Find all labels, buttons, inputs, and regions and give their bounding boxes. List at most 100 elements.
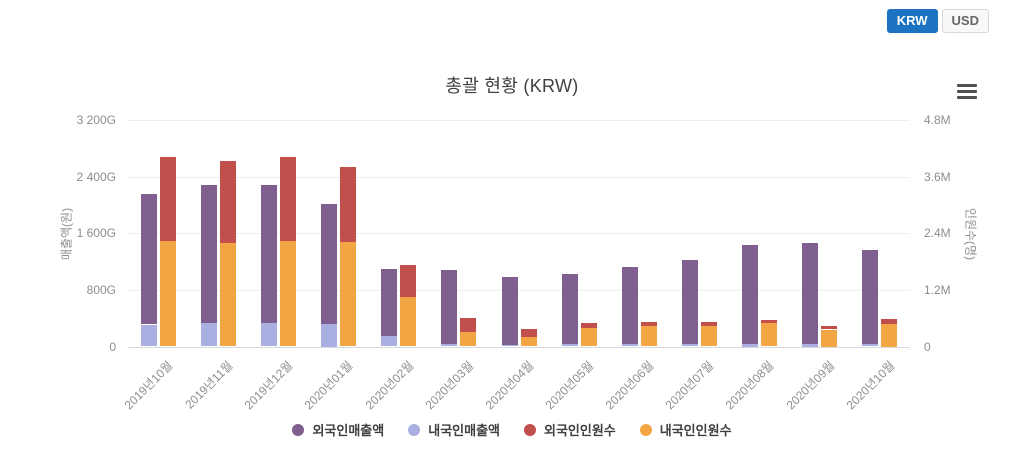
- x-axis-tick-label: 2020년07월: [662, 357, 717, 412]
- left-axis-tick-label: 1 600G: [76, 226, 116, 241]
- hamburger-menu-icon[interactable]: [957, 84, 977, 102]
- bar-domestic-sales[interactable]: [862, 343, 879, 347]
- bar-domestic-sales[interactable]: [742, 344, 759, 347]
- left-axis-tick-label: 800G: [86, 282, 116, 297]
- legend-item-foreign-count[interactable]: 외국인인원수: [524, 420, 616, 439]
- bar-foreign-count[interactable]: [340, 166, 356, 243]
- bar-domestic-count[interactable]: [400, 297, 417, 347]
- bar-domestic-count[interactable]: [520, 336, 537, 347]
- bar-foreign-sales[interactable]: [561, 273, 578, 345]
- hamburger-line: [957, 84, 977, 87]
- x-axis-tick-label: 2020년02월: [362, 357, 417, 412]
- legend-marker-circle-icon: [292, 423, 305, 436]
- legend-item-foreign-sales[interactable]: 외국인매출액: [292, 420, 384, 439]
- right-axis-tick-label: 1.2M: [924, 282, 951, 297]
- bar-domestic-sales[interactable]: [200, 323, 217, 347]
- legend-marker-circle-icon: [408, 423, 421, 436]
- currency-krw-button[interactable]: KRW: [886, 9, 938, 33]
- bar-foreign-sales[interactable]: [802, 243, 819, 345]
- bar-foreign-count[interactable]: [460, 318, 477, 332]
- bar-foreign-sales[interactable]: [682, 260, 698, 344]
- legend-label: 내국인매출액: [428, 423, 500, 438]
- bar-domestic-count[interactable]: [279, 240, 296, 347]
- gridline: [128, 289, 910, 291]
- legend-marker-circle-icon: [524, 423, 536, 436]
- legend-marker-circle-icon: [639, 423, 652, 436]
- hamburger-line: [957, 96, 977, 99]
- bar-foreign-count[interactable]: [821, 325, 838, 330]
- bar-foreign-count[interactable]: [400, 264, 417, 298]
- legend-item-domestic-count[interactable]: 내국인인원수: [639, 420, 732, 439]
- bar-foreign-sales[interactable]: [321, 204, 337, 324]
- x-axis-tick-label: 2020년09월: [783, 357, 838, 412]
- bar-foreign-count[interactable]: [881, 318, 898, 324]
- bar-domestic-sales[interactable]: [260, 323, 277, 347]
- chart-title: 총괄 현황 (KRW): [445, 76, 579, 96]
- x-axis-tick-label: 2020년06월: [602, 357, 657, 412]
- bar-domestic-count[interactable]: [460, 331, 477, 347]
- bar-domestic-count[interactable]: [881, 323, 898, 347]
- bar-foreign-count[interactable]: [159, 156, 176, 241]
- bar-domestic-sales[interactable]: [682, 343, 698, 347]
- bar-domestic-sales[interactable]: [802, 344, 819, 347]
- left-axis-tick-label: 3 200G: [76, 113, 116, 127]
- bar-foreign-sales[interactable]: [742, 245, 759, 344]
- currency-usd-button[interactable]: USD: [941, 9, 989, 33]
- bar-foreign-sales[interactable]: [381, 268, 398, 336]
- left-axis-tick-label: 2 400G: [76, 169, 116, 184]
- bar-foreign-count[interactable]: [701, 322, 717, 327]
- right-axis-tick-label: 4.8M: [924, 113, 951, 127]
- bar-foreign-sales[interactable]: [260, 185, 277, 324]
- bar-foreign-sales[interactable]: [862, 250, 879, 344]
- right-axis-tick-label: 0: [924, 339, 931, 354]
- right-axis-title: 인원수(명): [963, 207, 978, 261]
- bar-foreign-sales[interactable]: [200, 185, 217, 324]
- gridline: [128, 176, 910, 178]
- legend-label: 외국인매출액: [312, 423, 385, 438]
- bar-foreign-count[interactable]: [761, 319, 778, 323]
- bar-foreign-count[interactable]: [640, 321, 657, 327]
- bar-domestic-count[interactable]: [701, 326, 717, 347]
- hamburger-line: [957, 90, 977, 93]
- bar-domestic-count[interactable]: [580, 328, 597, 347]
- x-axis-tick-label: 2020년05월: [542, 357, 597, 412]
- currency-toggle: KRW USD: [886, 9, 989, 33]
- bar-foreign-sales[interactable]: [501, 277, 518, 345]
- bar-domestic-count[interactable]: [761, 322, 778, 347]
- bar-domestic-count[interactable]: [159, 240, 176, 347]
- x-axis-tick-label: 2020년04월: [482, 357, 537, 412]
- bar-foreign-count[interactable]: [219, 161, 236, 244]
- left-axis-tick-label: 0: [109, 339, 116, 354]
- x-axis-tick-label: 2019년11월: [182, 357, 236, 412]
- gridline: [128, 120, 910, 121]
- bar-foreign-sales[interactable]: [441, 270, 458, 345]
- right-axis-tick-label: 3.6M: [924, 169, 951, 184]
- bar-domestic-sales[interactable]: [381, 335, 398, 347]
- bar-foreign-count[interactable]: [279, 157, 296, 241]
- right-axis-tick-label: 2.4M: [924, 226, 951, 241]
- bar-domestic-count[interactable]: [821, 329, 838, 347]
- bar-domestic-sales[interactable]: [621, 343, 638, 347]
- legend-item-domestic-sales[interactable]: 내국인매출액: [408, 420, 500, 439]
- bar-domestic-sales[interactable]: [441, 344, 458, 347]
- x-axis-tick-label: 2020년03월: [422, 357, 477, 412]
- bar-domestic-count[interactable]: [219, 243, 236, 347]
- bar-foreign-count[interactable]: [580, 322, 597, 329]
- bar-domestic-sales[interactable]: [561, 344, 578, 347]
- gridline: [128, 346, 910, 348]
- bar-domestic-count[interactable]: [340, 242, 356, 347]
- bar-domestic-sales[interactable]: [140, 324, 157, 347]
- bar-foreign-sales[interactable]: [140, 193, 157, 325]
- bar-domestic-sales[interactable]: [501, 344, 518, 347]
- x-axis-tick-label: 2020년10월: [843, 357, 898, 412]
- x-axis-tick-label: 2019년12월: [241, 357, 296, 412]
- legend-label: 내국인인원수: [659, 423, 732, 438]
- x-axis-tick-label: 2020년08월: [723, 357, 777, 412]
- legend-label: 외국인인원수: [544, 423, 616, 438]
- x-axis-tick-label: 2020년01월: [301, 357, 356, 412]
- bar-domestic-count[interactable]: [640, 326, 657, 347]
- x-axis-tick-label: 2019년10월: [121, 357, 176, 412]
- bar-foreign-count[interactable]: [520, 329, 537, 337]
- bar-domestic-sales[interactable]: [321, 323, 337, 347]
- bar-foreign-sales[interactable]: [621, 267, 638, 344]
